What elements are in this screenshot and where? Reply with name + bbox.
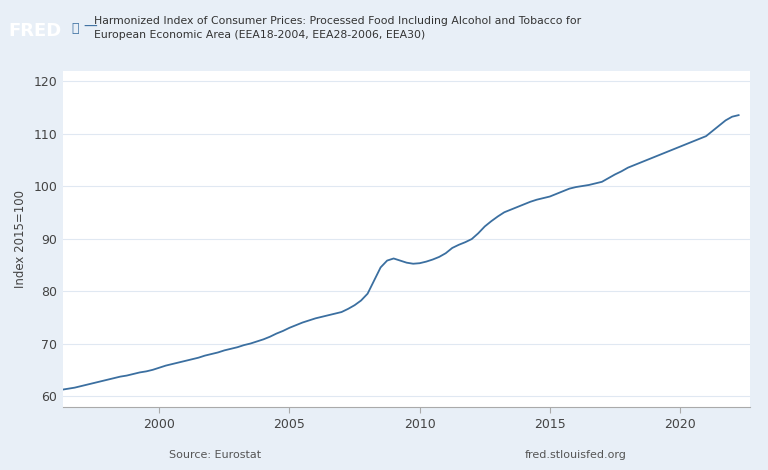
Text: —: —	[83, 20, 97, 34]
Text: fred.stlouisfed.org: fred.stlouisfed.org	[525, 450, 627, 460]
Y-axis label: Index 2015=100: Index 2015=100	[14, 189, 27, 288]
Text: Source: Eurostat: Source: Eurostat	[169, 450, 261, 460]
Text: FRED: FRED	[8, 22, 61, 40]
Text: ⤳: ⤳	[71, 22, 79, 35]
Text: Harmonized Index of Consumer Prices: Processed Food Including Alcohol and Tobacc: Harmonized Index of Consumer Prices: Pro…	[94, 16, 581, 40]
